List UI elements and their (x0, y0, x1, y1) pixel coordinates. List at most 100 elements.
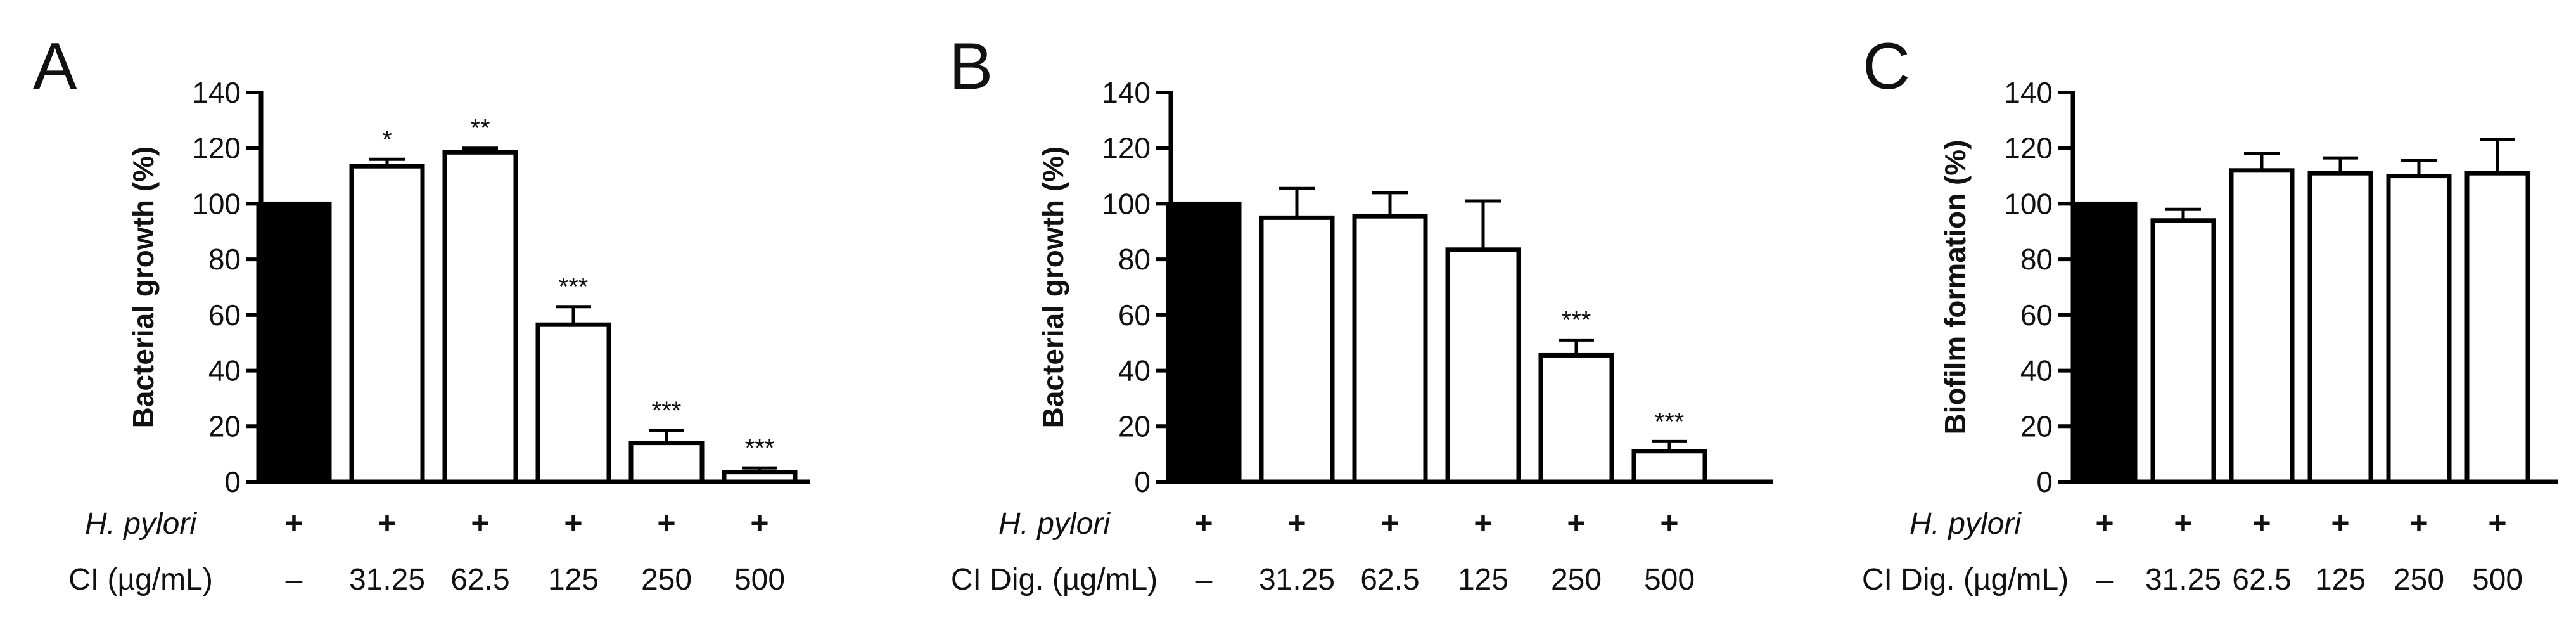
x-category-label: 125 (548, 563, 599, 597)
panel-letter: A (33, 30, 77, 103)
plus-marker: + (1660, 505, 1678, 541)
bar (349, 164, 425, 484)
y-tick-label: 120 (1102, 132, 1151, 165)
significance-label: *** (1655, 408, 1685, 436)
bar (442, 150, 518, 484)
significance-label: *** (1562, 306, 1591, 334)
y-tick-label: 80 (1118, 243, 1151, 276)
plus-marker: + (1380, 505, 1399, 541)
y-tick-label: 80 (2020, 243, 2053, 276)
y-tick-label: 60 (2020, 299, 2053, 332)
bar (256, 201, 332, 484)
bar (2464, 171, 2530, 484)
x-category-label: 31.25 (349, 563, 425, 597)
y-tick-label: 0 (224, 465, 241, 498)
panel-letter: B (949, 30, 993, 103)
plus-marker: + (2409, 505, 2428, 541)
plus-marker: + (657, 505, 675, 541)
x-category-label: 125 (2315, 563, 2366, 597)
condition-row-label: CI Dig. (µg/mL) (951, 563, 1157, 597)
x-category-label: – (1196, 563, 1213, 597)
bar (722, 470, 798, 484)
significance-label: *** (745, 434, 775, 462)
x-category-label: 500 (1644, 563, 1695, 597)
bar (1166, 201, 1242, 484)
plus-marker: + (2174, 505, 2192, 541)
condition-row-label: H. pylori (1910, 507, 2022, 541)
x-category-label: 62.5 (2232, 563, 2291, 597)
x-category-label: 250 (1551, 563, 1602, 597)
x-category-label: 62.5 (450, 563, 509, 597)
bar (2307, 171, 2373, 484)
y-axis-title: Bacterial growth (%) (1036, 146, 1069, 429)
significance-label: *** (652, 397, 682, 425)
x-category-label: 250 (641, 563, 692, 597)
y-tick-label: 0 (1134, 465, 1151, 498)
y-tick-label: 0 (2036, 465, 2053, 498)
y-tick-label: 100 (2004, 187, 2053, 220)
x-category-label: – (286, 563, 303, 597)
y-tick-label: 100 (1102, 187, 1151, 220)
bar (1445, 247, 1521, 484)
x-category-label: 500 (2472, 563, 2523, 597)
panel-letter: C (1863, 30, 1910, 103)
panel-c: C Biofilm formation (%) 0 20 40 60 80 100 120 140… (1862, 30, 2558, 597)
y-tick-label: 20 (208, 410, 241, 442)
plus-marker: + (750, 505, 768, 541)
bar (2150, 218, 2216, 484)
bar (1352, 214, 1428, 484)
y-tick-label: 40 (2020, 354, 2053, 387)
bar (2072, 201, 2138, 484)
x-category-label: 250 (2394, 563, 2444, 597)
significance-label: *** (559, 273, 589, 301)
y-tick-label: 40 (1118, 354, 1151, 387)
y-tick-label: 140 (1102, 76, 1151, 109)
significance-label: * (382, 126, 392, 153)
x-category-label: 500 (734, 563, 785, 597)
y-axis-title: Biofilm formation (%) (1939, 139, 1972, 434)
y-tick-label: 140 (2004, 76, 2053, 109)
y-tick-label: 80 (208, 243, 241, 276)
plus-marker: + (284, 505, 303, 541)
significance-label: ** (470, 115, 490, 143)
x-category-label: 125 (1458, 563, 1508, 597)
condition-row-label: H. pylori (85, 507, 197, 541)
bar (1259, 215, 1335, 484)
plus-marker: + (378, 505, 396, 541)
plus-marker: + (2252, 505, 2271, 541)
plus-marker: + (1474, 505, 1492, 541)
plus-marker: + (564, 505, 582, 541)
y-tick-label: 40 (208, 354, 241, 387)
plus-marker: + (2095, 505, 2114, 541)
y-tick-label: 20 (1118, 410, 1151, 442)
bar (2386, 174, 2452, 484)
plus-marker: + (1287, 505, 1306, 541)
y-tick-label: 60 (208, 299, 241, 332)
x-category-label: – (2096, 563, 2114, 597)
bar (628, 441, 705, 484)
condition-row-label: CI (µg/mL) (68, 563, 213, 597)
plus-marker: + (1194, 505, 1213, 541)
y-tick-label: 140 (192, 76, 241, 109)
panel-a: A Bacterial growth (%) 0 20 40 60 80 100 120 140 *… (33, 30, 810, 597)
bar (1631, 449, 1707, 484)
y-tick-label: 120 (192, 132, 241, 165)
plus-marker: + (471, 505, 489, 541)
y-tick-label: 60 (1118, 299, 1151, 332)
bar (535, 322, 611, 484)
plus-marker: + (1567, 505, 1585, 541)
condition-row-label: H. pylori (998, 507, 1111, 541)
y-tick-label: 100 (192, 187, 241, 220)
plus-marker: + (2488, 505, 2506, 541)
panel-b: B Bacterial growth (%) 0 20 40 60 80 100 120 140 *… (949, 30, 1773, 597)
bar (1538, 352, 1614, 484)
x-category-label: 62.5 (1360, 563, 1419, 597)
condition-row-label: CI Dig. (µg/mL) (1862, 563, 2069, 597)
y-tick-label: 20 (2020, 410, 2053, 442)
bar (2229, 168, 2295, 484)
x-category-label: 31.25 (2145, 563, 2221, 597)
y-tick-label: 120 (2004, 132, 2053, 165)
plus-marker: + (2331, 505, 2349, 541)
x-category-label: 31.25 (1259, 563, 1335, 597)
